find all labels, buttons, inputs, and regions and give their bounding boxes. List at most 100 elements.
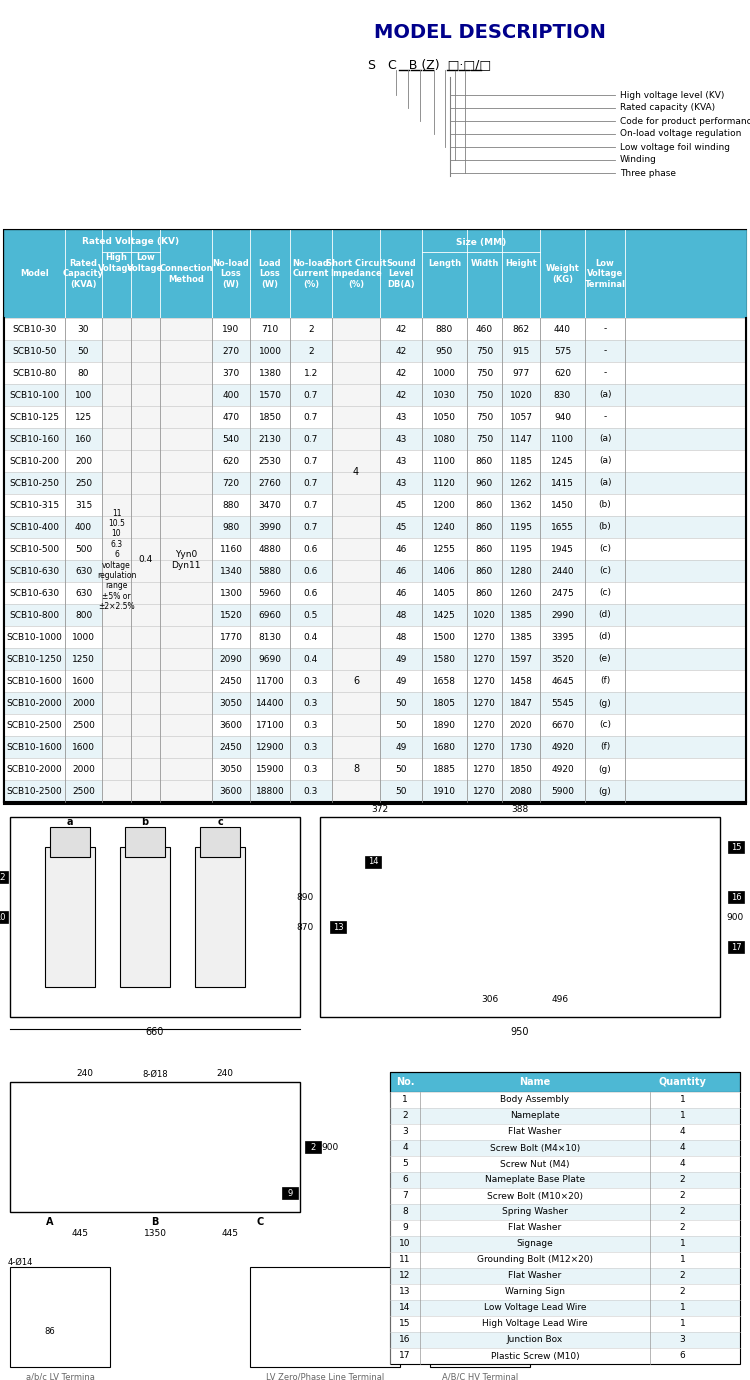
Text: 880: 880 xyxy=(222,501,240,509)
Text: 0.3: 0.3 xyxy=(304,742,318,752)
Text: 80: 80 xyxy=(78,368,89,378)
Text: 16: 16 xyxy=(730,893,741,901)
Text: 9: 9 xyxy=(402,1224,408,1232)
Bar xyxy=(10,1267,110,1368)
Text: 710: 710 xyxy=(261,324,279,334)
Text: 100: 100 xyxy=(75,391,92,399)
Text: -: - xyxy=(603,324,607,334)
Text: 1270: 1270 xyxy=(473,765,496,774)
Bar xyxy=(390,1140,740,1156)
Text: Rated
Capacity
(KVA): Rated Capacity (KVA) xyxy=(63,259,104,288)
Text: 2: 2 xyxy=(308,324,314,334)
Text: 1120: 1120 xyxy=(433,479,456,487)
Text: 630: 630 xyxy=(75,567,92,575)
Text: 2500: 2500 xyxy=(72,720,95,730)
Text: 10: 10 xyxy=(0,912,5,922)
Text: 125: 125 xyxy=(75,413,92,421)
Text: 8: 8 xyxy=(402,1208,408,1217)
Text: SCB10-500: SCB10-500 xyxy=(10,545,59,553)
Text: 0.3: 0.3 xyxy=(304,676,318,686)
Bar xyxy=(0,911,8,923)
Text: 3600: 3600 xyxy=(220,720,242,730)
Text: Name: Name xyxy=(519,1076,550,1087)
Bar xyxy=(390,1156,740,1172)
Text: Width: Width xyxy=(470,258,499,268)
Text: (b): (b) xyxy=(598,523,611,531)
Text: 1.2: 1.2 xyxy=(304,368,318,378)
Text: 750: 750 xyxy=(476,346,494,356)
Text: 13: 13 xyxy=(399,1288,411,1296)
Text: Nameplate Base Plate: Nameplate Base Plate xyxy=(485,1176,585,1184)
Text: Low voltage foil winding: Low voltage foil winding xyxy=(620,142,730,152)
Text: 240: 240 xyxy=(76,1070,94,1079)
Text: (c): (c) xyxy=(599,588,611,598)
Text: 2: 2 xyxy=(680,1224,686,1232)
Text: 1: 1 xyxy=(680,1096,686,1104)
Bar xyxy=(4,691,746,713)
Text: 860: 860 xyxy=(476,523,494,531)
Text: 1300: 1300 xyxy=(220,588,242,598)
Text: 870: 870 xyxy=(296,922,314,932)
Text: 1385: 1385 xyxy=(509,632,532,642)
Text: No.: No. xyxy=(396,1076,414,1087)
Text: (c): (c) xyxy=(599,567,611,575)
Text: SCB10-400: SCB10-400 xyxy=(10,523,59,531)
Text: 950: 950 xyxy=(511,1027,530,1036)
Text: 860: 860 xyxy=(476,545,494,553)
Text: 860: 860 xyxy=(476,457,494,465)
Bar xyxy=(365,856,381,868)
Text: 2: 2 xyxy=(402,1111,408,1121)
Text: 400: 400 xyxy=(75,523,92,531)
Text: 1600: 1600 xyxy=(72,676,95,686)
Text: 900: 900 xyxy=(321,1143,339,1151)
Text: (b): (b) xyxy=(598,501,611,509)
Text: 0.7: 0.7 xyxy=(304,413,318,421)
Text: 3520: 3520 xyxy=(551,654,574,664)
Text: 46: 46 xyxy=(395,567,406,575)
Text: 4920: 4920 xyxy=(551,765,574,774)
Text: 862: 862 xyxy=(512,324,529,334)
Text: 372: 372 xyxy=(371,805,388,813)
Text: Junction Box: Junction Box xyxy=(507,1336,563,1344)
Bar xyxy=(195,847,245,987)
Text: 800: 800 xyxy=(75,610,92,620)
Text: Low
Voltage: Low Voltage xyxy=(128,254,164,273)
Text: 2: 2 xyxy=(680,1191,686,1201)
Bar xyxy=(4,780,746,802)
Text: 370: 370 xyxy=(222,368,240,378)
Text: 2: 2 xyxy=(680,1271,686,1281)
Text: 3470: 3470 xyxy=(259,501,281,509)
Text: 46: 46 xyxy=(395,545,406,553)
Bar xyxy=(4,384,746,406)
Text: Low Voltage Lead Wire: Low Voltage Lead Wire xyxy=(484,1304,586,1312)
Text: 445: 445 xyxy=(71,1230,88,1238)
Bar xyxy=(390,1188,740,1203)
Text: 15: 15 xyxy=(730,843,741,851)
Text: 660: 660 xyxy=(146,1027,164,1036)
Text: 6960: 6960 xyxy=(259,610,281,620)
Text: 1147: 1147 xyxy=(509,435,532,443)
Bar xyxy=(728,840,744,853)
Text: Flat Washer: Flat Washer xyxy=(509,1127,562,1137)
Text: SCB10-2000: SCB10-2000 xyxy=(7,765,62,774)
Text: 11
10.5
10
6.3
6
voltage
regulation
range
±5% or
±2×2.5%: 11 10.5 10 6.3 6 voltage regulation rang… xyxy=(97,509,136,611)
Text: 1260: 1260 xyxy=(509,588,532,598)
Text: 0.7: 0.7 xyxy=(304,523,318,531)
Bar xyxy=(4,758,746,780)
Text: 977: 977 xyxy=(512,368,529,378)
Bar xyxy=(4,472,746,494)
Text: 2990: 2990 xyxy=(551,610,574,620)
Text: (f): (f) xyxy=(600,742,610,752)
Text: 42: 42 xyxy=(395,324,406,334)
Bar xyxy=(390,1300,740,1317)
Text: 1195: 1195 xyxy=(509,523,532,531)
Text: 306: 306 xyxy=(482,995,499,1003)
Text: 2: 2 xyxy=(680,1208,686,1217)
Text: Quantity: Quantity xyxy=(658,1076,706,1087)
Text: 2: 2 xyxy=(308,346,314,356)
Text: 1270: 1270 xyxy=(473,676,496,686)
Text: 1100: 1100 xyxy=(551,435,574,443)
Text: 8-Ø18: 8-Ø18 xyxy=(142,1070,168,1079)
Bar xyxy=(390,1220,740,1236)
Text: 500: 500 xyxy=(75,545,92,553)
